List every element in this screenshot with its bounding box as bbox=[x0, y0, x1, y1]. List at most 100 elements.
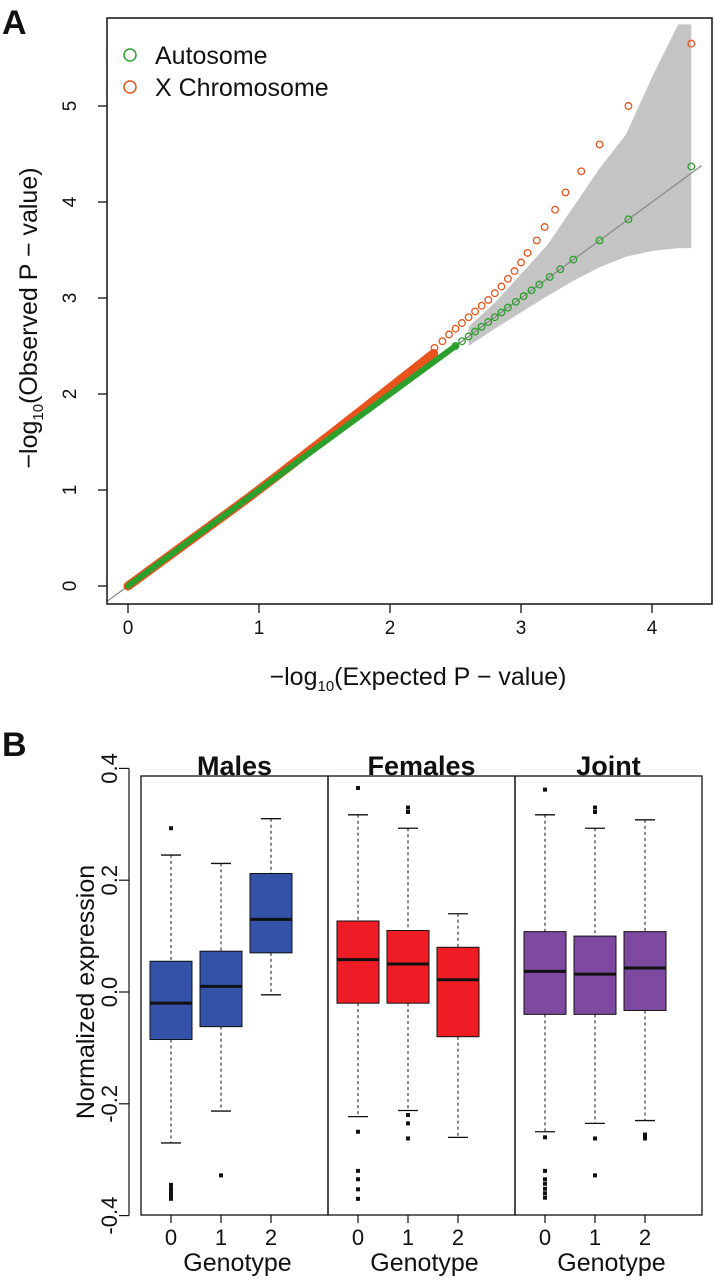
panel-a-letter: A bbox=[2, 4, 27, 42]
autosome-point bbox=[569, 255, 578, 264]
outlier-point bbox=[356, 1187, 360, 1192]
x-chromosome-point bbox=[458, 319, 466, 327]
autosome-point bbox=[503, 303, 512, 312]
facet-frame bbox=[514, 775, 703, 1216]
x-chromosome-point bbox=[510, 267, 519, 276]
outlier-point bbox=[406, 1121, 410, 1126]
genotype-tick-label: 2 bbox=[265, 1225, 277, 1250]
autosome-point bbox=[464, 332, 473, 341]
outlier-point bbox=[643, 1136, 647, 1141]
autosome-point bbox=[595, 236, 604, 245]
y-tick-label: 0.2 bbox=[97, 865, 122, 896]
x-chromosome-point bbox=[687, 39, 696, 48]
autosome-dense-points bbox=[125, 343, 459, 589]
genotype-tick-label: 1 bbox=[215, 1225, 227, 1250]
box bbox=[199, 950, 243, 1028]
genotype-axis-title: Genotype bbox=[370, 1249, 478, 1277]
confidence-band bbox=[468, 24, 692, 347]
x-tick-label: 3 bbox=[516, 618, 527, 639]
autosome-point bbox=[458, 337, 466, 346]
autosome-point bbox=[490, 313, 499, 322]
outlier-point bbox=[219, 1173, 223, 1178]
autosome-point bbox=[624, 215, 633, 224]
outlier-point bbox=[543, 1177, 547, 1182]
y-tick-label: 2 bbox=[60, 389, 81, 400]
autosome-point bbox=[535, 280, 544, 289]
qq-plot-frame bbox=[106, 17, 713, 605]
y-tick-label: 4 bbox=[60, 196, 81, 207]
x-tick-label: 1 bbox=[254, 618, 265, 639]
x-chromosome-point bbox=[624, 102, 633, 110]
x-chromosome-point bbox=[523, 248, 532, 257]
autosome-point bbox=[545, 272, 554, 281]
outlier-point bbox=[356, 1196, 360, 1201]
x-chromosome-point bbox=[430, 343, 439, 352]
outlier-point bbox=[593, 1136, 597, 1141]
x-chromosome-point bbox=[471, 307, 480, 316]
legend-label: Autosome bbox=[155, 42, 268, 70]
legend-marker bbox=[123, 48, 137, 62]
genotype-axis-title: Genotype bbox=[557, 1249, 665, 1277]
outlier-point bbox=[356, 785, 360, 790]
x-chromosome-point bbox=[517, 258, 525, 267]
box bbox=[523, 931, 567, 1015]
box bbox=[386, 930, 430, 1004]
x-chromosome-point bbox=[551, 205, 560, 214]
x-chromosome-point bbox=[438, 337, 447, 346]
outlier-point bbox=[406, 1136, 410, 1141]
genotype-tick-label: 1 bbox=[589, 1225, 601, 1250]
autosome-point bbox=[687, 162, 696, 171]
y-tick-label: -0.2 bbox=[97, 1085, 122, 1123]
autosome-point bbox=[511, 297, 520, 306]
genotype-tick-label: 2 bbox=[639, 1225, 651, 1250]
x-chromosome-point bbox=[497, 282, 506, 291]
outlier-point bbox=[169, 1193, 173, 1198]
autosome-point bbox=[484, 318, 493, 326]
x-chromosome-point bbox=[477, 301, 486, 310]
y-tick-label: 0.0 bbox=[97, 977, 122, 1008]
x-chromosome-point bbox=[532, 236, 541, 245]
x-chromosome-point bbox=[464, 313, 473, 322]
x-tick-label: 0 bbox=[123, 618, 134, 639]
autosome-point bbox=[477, 322, 486, 331]
outlier-point bbox=[543, 1186, 547, 1191]
outlier-point bbox=[169, 1190, 173, 1195]
genotype-tick-label: 2 bbox=[452, 1225, 464, 1250]
outlier-point bbox=[169, 1182, 173, 1187]
autosome-point bbox=[497, 308, 506, 317]
y-tick-label: 1 bbox=[60, 485, 81, 496]
outlier-point bbox=[543, 787, 547, 792]
y-axis-title: −log10(Observed P − value) bbox=[15, 167, 47, 468]
outlier-point bbox=[643, 1132, 647, 1137]
box bbox=[249, 872, 293, 954]
outlier-point bbox=[543, 1181, 547, 1186]
x-axis-title: −log10(Expected P − value) bbox=[270, 663, 567, 695]
y-tick-label: 3 bbox=[60, 293, 81, 304]
x-chromosome-point bbox=[577, 167, 586, 176]
x-tick-label: 4 bbox=[647, 618, 658, 639]
x-chromosome-point bbox=[561, 188, 570, 197]
outlier-point bbox=[356, 1129, 360, 1134]
genotype-axis-title: Genotype bbox=[183, 1249, 291, 1277]
outlier-point bbox=[356, 1177, 360, 1182]
outlier-point bbox=[356, 1168, 360, 1173]
outlier-point bbox=[593, 810, 597, 815]
autosome-point bbox=[451, 342, 460, 350]
autosome-point bbox=[527, 286, 536, 295]
x-chromosome-point bbox=[503, 274, 512, 283]
outlier-point bbox=[593, 1173, 597, 1178]
y-tick-label: 0 bbox=[60, 581, 81, 592]
x-chromosome-point bbox=[540, 223, 549, 231]
box bbox=[336, 920, 380, 1004]
outlier-point bbox=[406, 1112, 410, 1117]
autosome-point bbox=[471, 327, 480, 336]
outlier-point bbox=[593, 805, 597, 810]
outlier-point bbox=[406, 805, 410, 810]
outlier-point bbox=[406, 810, 410, 815]
outlier-point bbox=[543, 1191, 547, 1196]
outlier-point bbox=[169, 1186, 173, 1191]
qq-plot: 0 1 2 3 4 0 1 2 3 4 5 −log10(Expected P − value) −lo… bbox=[15, 17, 713, 695]
outlier-point bbox=[169, 1196, 173, 1201]
autosome-point bbox=[519, 292, 528, 301]
